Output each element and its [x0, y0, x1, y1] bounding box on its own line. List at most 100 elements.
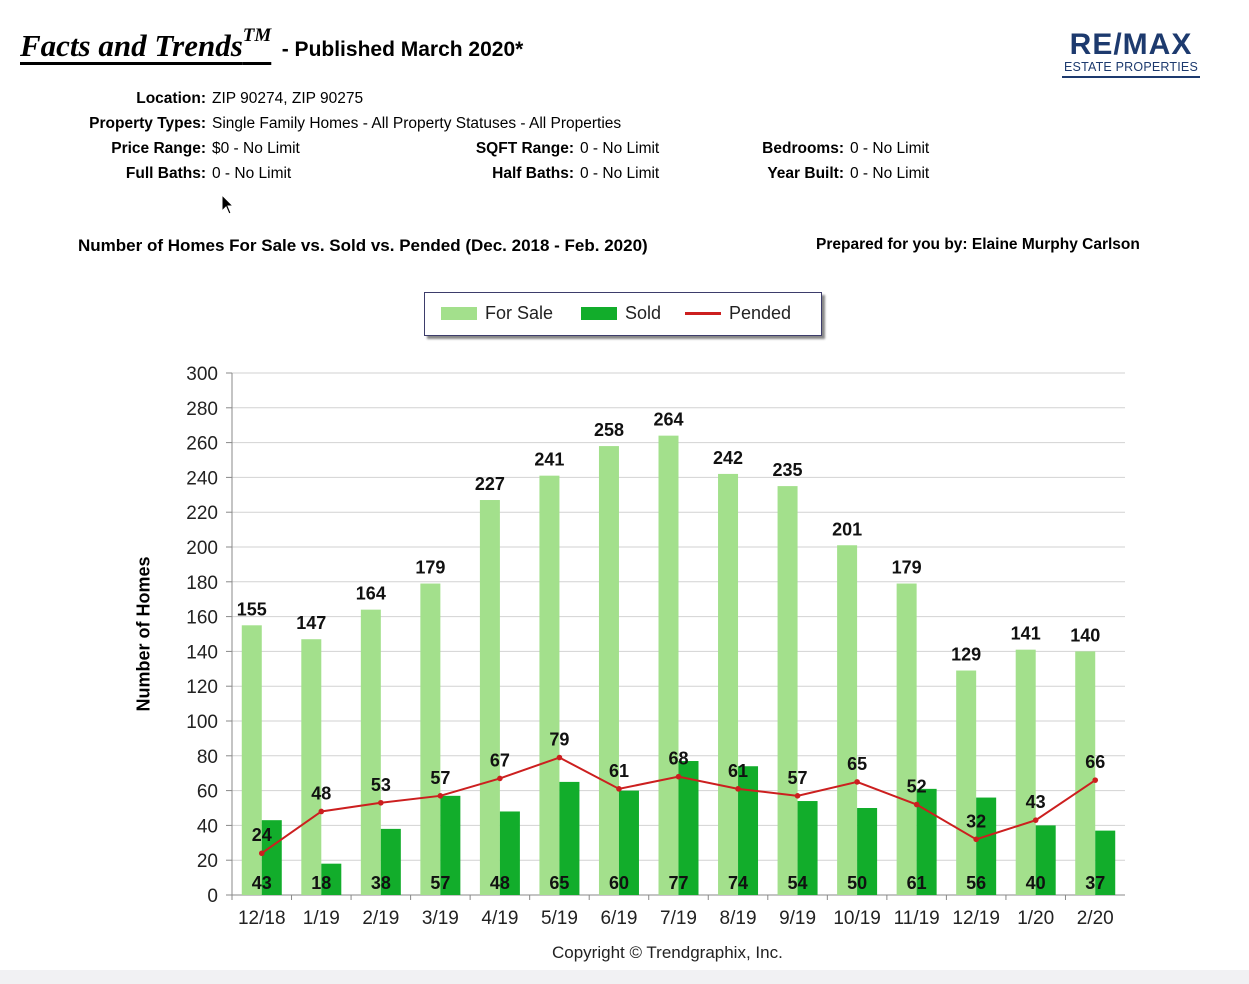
data-label-sold: 56	[966, 873, 986, 893]
y-tick-label: 240	[186, 468, 218, 489]
data-label-sold: 18	[311, 873, 331, 893]
data-label-for-sale: 241	[534, 450, 564, 470]
x-tick-label: 2/20	[1077, 908, 1114, 929]
data-label-for-sale: 264	[653, 410, 683, 430]
y-tick-label: 100	[186, 712, 218, 733]
bar-for-sale	[897, 584, 917, 895]
data-label-pended: 68	[668, 749, 688, 769]
data-label-pended: 48	[311, 783, 331, 803]
point-pended	[438, 793, 444, 799]
bar-for-sale	[659, 436, 679, 895]
data-label-for-sale: 129	[951, 645, 981, 665]
x-tick-label: 1/19	[303, 908, 340, 929]
data-label-pended: 67	[490, 750, 510, 770]
data-label-sold: 54	[788, 873, 808, 893]
data-label-sold: 38	[371, 873, 391, 893]
point-pended	[497, 776, 503, 782]
data-label-for-sale: 164	[356, 584, 386, 604]
y-tick-label: 80	[197, 747, 218, 768]
point-pended	[795, 793, 801, 799]
data-label-for-sale: 235	[773, 460, 803, 480]
y-tick-label: 260	[186, 434, 218, 455]
data-label-pended: 32	[966, 811, 986, 831]
point-pended	[676, 774, 682, 780]
data-label-sold: 43	[252, 873, 272, 893]
data-label-pended: 61	[609, 761, 629, 781]
data-label-pended: 24	[252, 825, 272, 845]
data-label-pended: 57	[430, 768, 450, 788]
data-label-pended: 43	[1026, 792, 1046, 812]
x-tick-label: 3/19	[422, 908, 459, 929]
point-pended	[557, 755, 563, 761]
data-label-sold: 61	[907, 873, 927, 893]
bar-for-sale	[837, 545, 857, 895]
data-label-pended: 61	[728, 761, 748, 781]
bar-for-sale	[956, 671, 976, 895]
point-pended	[1033, 817, 1039, 823]
bar-for-sale	[420, 584, 440, 895]
data-label-for-sale: 141	[1011, 624, 1041, 644]
y-tick-label: 280	[186, 399, 218, 420]
data-label-pended: 57	[788, 768, 808, 788]
data-label-for-sale: 242	[713, 448, 743, 468]
data-label-pended: 53	[371, 775, 391, 795]
data-label-pended: 66	[1085, 752, 1105, 772]
data-label-sold: 65	[549, 873, 569, 893]
data-label-sold: 57	[430, 873, 450, 893]
bar-for-sale	[718, 474, 738, 895]
bar-for-sale	[599, 446, 619, 895]
page-bottom-strip	[0, 970, 1249, 984]
y-tick-label: 160	[186, 608, 218, 629]
data-label-pended: 65	[847, 754, 867, 774]
bar-for-sale	[539, 476, 559, 895]
y-tick-label: 200	[186, 538, 218, 559]
x-tick-label: 10/19	[833, 908, 881, 929]
data-label-for-sale: 147	[296, 613, 326, 633]
x-tick-label: 12/18	[238, 908, 286, 929]
point-pended	[1092, 777, 1098, 783]
data-label-for-sale: 179	[892, 558, 922, 578]
y-tick-label: 60	[197, 782, 218, 803]
data-label-sold: 37	[1085, 873, 1105, 893]
data-label-for-sale: 227	[475, 474, 505, 494]
x-tick-label: 6/19	[600, 908, 637, 929]
y-tick-label: 220	[186, 503, 218, 524]
x-tick-label: 1/20	[1017, 908, 1054, 929]
data-label-pended: 52	[907, 777, 927, 797]
point-pended	[914, 802, 920, 808]
bar-for-sale	[1016, 650, 1036, 895]
data-label-sold: 50	[847, 873, 867, 893]
bar-for-sale	[1075, 651, 1095, 895]
y-tick-label: 0	[207, 886, 218, 907]
x-tick-label: 9/19	[779, 908, 816, 929]
data-label-for-sale: 201	[832, 519, 862, 539]
data-label-for-sale: 155	[237, 599, 267, 619]
point-pended	[854, 779, 860, 785]
y-tick-label: 120	[186, 677, 218, 698]
point-pended	[735, 786, 741, 792]
x-tick-label: 12/19	[952, 908, 1000, 929]
data-label-sold: 48	[490, 873, 510, 893]
x-tick-label: 8/19	[720, 908, 757, 929]
copyright-notice: Copyright © Trendgraphix, Inc.	[552, 943, 783, 963]
point-pended	[616, 786, 622, 792]
point-pended	[973, 837, 979, 843]
data-label-sold: 40	[1026, 873, 1046, 893]
y-tick-label: 300	[186, 364, 218, 385]
bar-for-sale	[242, 625, 262, 895]
data-label-for-sale: 258	[594, 420, 624, 440]
data-label-sold: 74	[728, 873, 748, 893]
y-tick-label: 140	[186, 642, 218, 663]
data-label-sold: 60	[609, 873, 629, 893]
bar-for-sale	[778, 486, 798, 895]
point-pended	[378, 800, 384, 806]
point-pended	[319, 809, 325, 815]
data-label-pended: 79	[549, 730, 569, 750]
y-tick-label: 180	[186, 573, 218, 594]
bar-for-sale	[361, 610, 381, 895]
x-tick-label: 2/19	[362, 908, 399, 929]
x-tick-label: 4/19	[481, 908, 518, 929]
bar-for-sale	[480, 500, 500, 895]
x-tick-label: 11/19	[894, 908, 940, 929]
